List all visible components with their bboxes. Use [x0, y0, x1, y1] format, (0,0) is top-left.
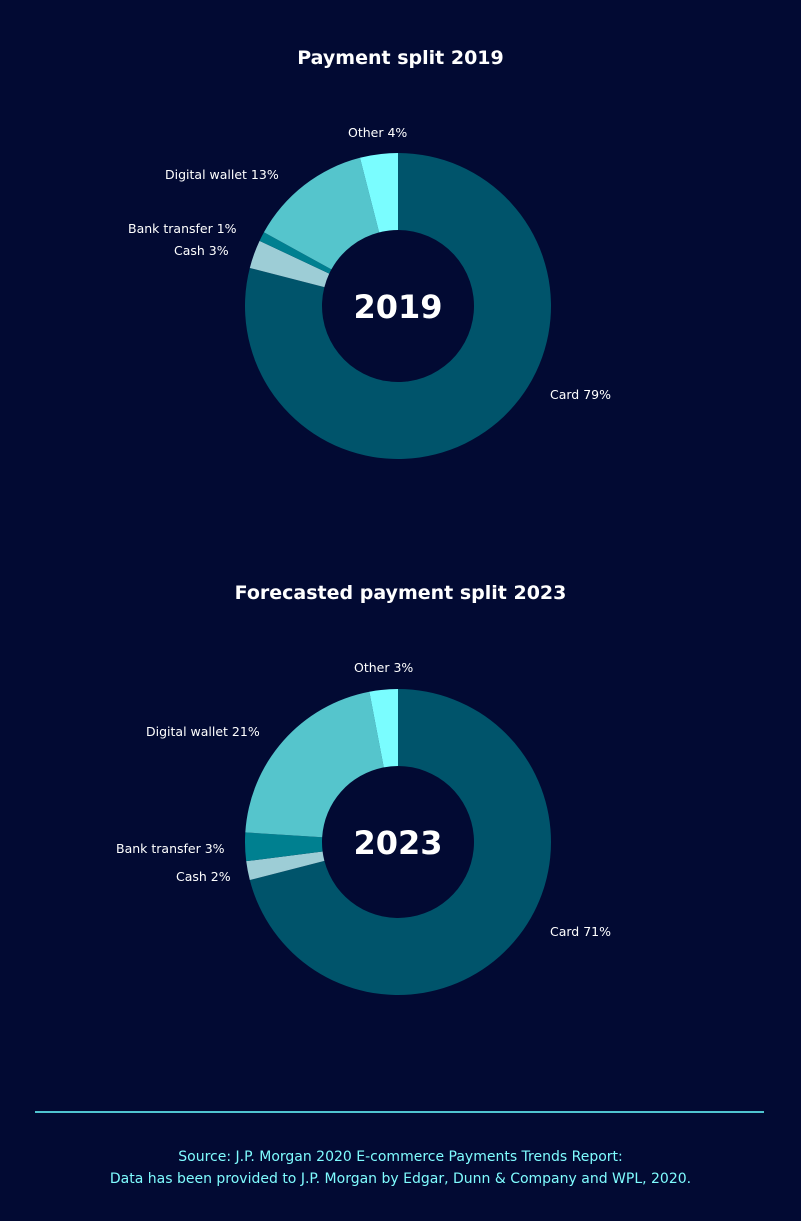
donut-chart-2019: 2019	[244, 153, 551, 459]
label-digital-wallet-2019: Digital wallet 13%	[165, 167, 279, 182]
slice-other	[359, 153, 398, 233]
label-bank-transfer-2023: Bank transfer 3%	[116, 841, 225, 856]
chart-title-2023: Forecasted payment split 2023	[234, 582, 567, 604]
chart-title-2019: Payment split 2019	[297, 47, 504, 69]
label-digital-wallet-2023: Digital wallet 21%	[146, 724, 260, 739]
slice-cash	[246, 851, 325, 881]
source-line-1: Source: J.P. Morgan 2020 E-commerce Paym…	[178, 1149, 623, 1165]
label-card-2019: Card 79%	[550, 387, 611, 402]
slice-digital-wallet	[245, 691, 384, 838]
slice-card	[244, 153, 551, 459]
label-other-2023: Other 3%	[354, 660, 414, 675]
slice-bank-transfer	[245, 832, 323, 862]
label-cash-2023: Cash 2%	[176, 869, 231, 884]
slice-card	[249, 689, 552, 996]
donut-chart-2023: 2023	[245, 689, 552, 996]
slice-other	[369, 689, 398, 768]
label-other-2019: Other 4%	[348, 125, 408, 140]
divider	[35, 1111, 764, 1113]
label-card-2023: Card 71%	[550, 924, 611, 939]
slice-cash	[249, 240, 330, 288]
center-year-label: 2019	[353, 288, 442, 326]
slice-bank-transfer	[259, 232, 332, 274]
center-year-label: 2023	[353, 824, 442, 862]
source-line-2: Data has been provided to J.P. Morgan by…	[109, 1171, 692, 1187]
label-bank-transfer-2019: Bank transfer 1%	[128, 221, 237, 236]
label-cash-2019: Cash 3%	[174, 243, 229, 258]
slice-digital-wallet	[263, 157, 380, 270]
